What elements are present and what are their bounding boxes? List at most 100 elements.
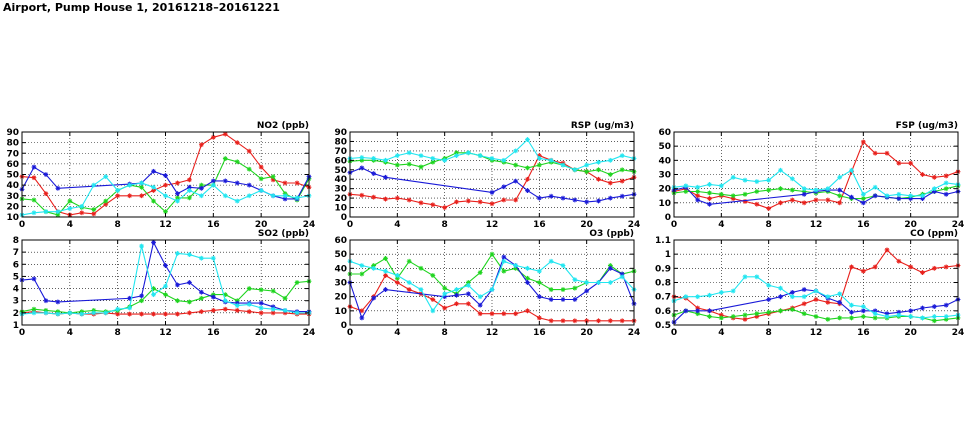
data-point [742,312,748,318]
data-point [55,311,61,317]
data-point [560,263,566,268]
chart-panel-5: 0 10 20 30 40 50 60 0 4 8 12 16 20 24 O3 (ppb) [334,229,640,338]
data-point [920,305,925,311]
data-point [801,200,807,206]
data-point-stroke [67,206,72,211]
y-tick-label: 90 [334,128,347,138]
data-point-stroke [501,197,506,203]
data-point [394,273,400,278]
data-point [198,295,204,301]
data-point [683,294,689,300]
data-point [596,280,601,285]
data-point-stroke [91,207,96,212]
data-point-stroke [884,247,890,252]
data-point-stroke [430,202,435,207]
data-point-stroke [271,310,276,315]
data-point-stroke [790,176,795,181]
data-point-stroke [572,318,577,323]
data-point [884,150,890,156]
data-point [477,270,483,275]
x-tick-label: 16 [207,328,220,338]
data-point [465,301,471,307]
data-point-stroke [259,176,264,181]
data-point-stroke [259,305,264,311]
data-point-stroke [211,178,216,183]
data-point-stroke [683,189,688,194]
y-tick-label: 7 [13,248,19,258]
data-point-stroke [478,311,483,316]
data-point [175,191,180,197]
data-point-stroke [199,256,204,261]
data-point-stroke [199,142,204,147]
y-tick-label: 40 [658,156,671,166]
data-point [489,287,495,292]
data-point [683,183,689,189]
data-point-stroke [537,294,542,299]
data-point [619,167,625,173]
data-point-stroke [235,303,240,308]
y-tick-label: 10 [658,199,671,209]
data-point-stroke [79,312,84,317]
data-point [489,201,495,207]
data-point [501,184,507,190]
data-point-stroke [501,311,506,316]
data-point-stroke [295,280,300,285]
data-point-stroke [466,150,471,155]
data-point-stroke [731,175,736,180]
data-point [294,180,300,186]
data-point-stroke [163,173,168,178]
data-point [127,311,133,317]
data-point [695,308,701,314]
x-tick-label: 8 [115,220,121,230]
data-point-stroke [359,165,364,170]
data-point-stroke [525,280,530,285]
data-point [43,298,49,304]
data-point [596,167,601,173]
data-point-stroke [920,305,925,311]
data-point-stroke [766,297,771,302]
data-point [707,314,712,319]
data-point-stroke [295,180,300,186]
data-point-stroke [211,256,216,261]
data-point [103,198,109,204]
data-point-stroke [849,195,854,200]
data-point [477,302,483,308]
data-point-stroke [896,313,901,318]
data-point [115,188,121,193]
data-point [442,205,448,210]
data-point-stroke [920,270,925,275]
x-tick-label: 4 [394,328,400,338]
data-point-stroke [151,199,156,204]
data-point-stroke [295,310,300,315]
data-point [371,171,377,176]
data-point-stroke [103,174,108,179]
data-point [371,265,377,271]
data-point-stroke [695,193,700,198]
data-point [163,263,168,268]
data-point [525,165,530,171]
data-point [525,188,530,193]
data-point-stroke [825,317,830,322]
data-point [501,197,507,203]
data-point-stroke [359,193,364,198]
data-point-stroke [395,196,400,201]
data-point [406,258,412,264]
data-point [222,298,228,304]
data-point-stroke [849,303,854,308]
data-point [67,206,73,211]
data-point-stroke [549,287,554,292]
data-point-stroke [271,174,276,179]
data-point [572,285,578,291]
data-point-stroke [560,297,566,302]
data-point-stroke [525,308,530,313]
x-tick-label: 4 [67,328,73,338]
data-point [246,286,252,291]
x-tick-label: 20 [904,220,917,230]
x-tick-label: 8 [115,328,121,338]
data-point [718,183,724,189]
data-point-stroke [584,199,589,204]
data-point [707,201,712,207]
data-point [246,309,252,315]
data-point [908,314,914,319]
data-point [31,210,37,216]
